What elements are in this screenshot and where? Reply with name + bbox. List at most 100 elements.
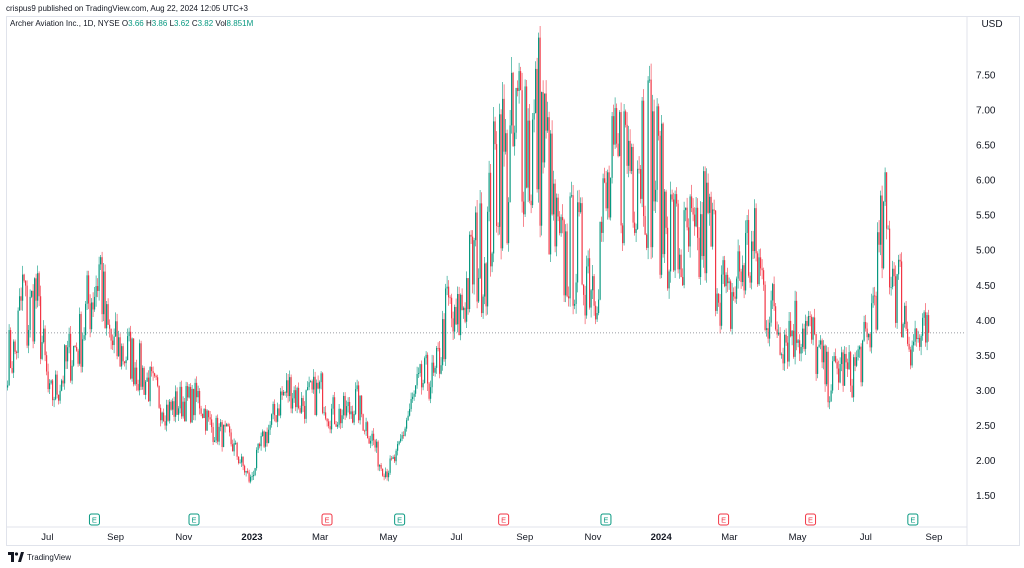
candle-body — [664, 191, 666, 255]
candle-body — [878, 232, 880, 245]
candle-body — [185, 386, 187, 422]
candle-body — [154, 373, 156, 376]
time-tick-label: 2023 — [241, 532, 262, 543]
candle — [721, 265, 723, 330]
candle-body — [122, 346, 124, 362]
candle-body — [295, 390, 297, 408]
candle — [470, 230, 472, 244]
candle-body — [430, 387, 432, 399]
candle — [911, 340, 913, 368]
candle — [886, 172, 888, 240]
candle — [712, 202, 714, 250]
currency-label[interactable]: USD — [981, 19, 1003, 30]
candle-body — [814, 317, 816, 335]
candle-body — [484, 263, 486, 297]
candle-body — [560, 217, 562, 234]
candle-body — [10, 330, 12, 368]
candle — [635, 223, 637, 242]
earnings-marker-box — [600, 513, 612, 526]
candle — [376, 438, 378, 453]
price-tick-label: 7.50 — [976, 71, 996, 82]
candle-body — [163, 412, 165, 422]
price-tick-label: 2.00 — [976, 456, 996, 467]
candle — [242, 456, 244, 471]
candle-body — [532, 119, 534, 206]
candle — [724, 255, 726, 288]
candle — [130, 325, 132, 380]
candle — [859, 345, 861, 358]
candle-body — [208, 410, 210, 418]
candle — [629, 129, 631, 174]
candle-body — [464, 307, 466, 322]
candle-body — [448, 286, 450, 298]
candle — [176, 387, 178, 415]
candle-body — [287, 380, 289, 397]
candle — [662, 122, 664, 258]
candle — [35, 273, 37, 309]
candle — [533, 99, 535, 133]
candle-body — [655, 189, 657, 202]
candle — [442, 310, 444, 371]
candle-body — [592, 276, 594, 291]
candle-body — [316, 382, 318, 416]
candle-body — [41, 342, 43, 359]
candle-body — [364, 430, 366, 432]
price-axis[interactable]: 1.50 2.00 2.50 3.00 3.50 4.00 4.50 5.00 5.50 6.00… — [976, 71, 996, 502]
candle-body — [745, 232, 747, 291]
candle — [520, 66, 522, 91]
candle — [292, 393, 294, 414]
candle — [575, 273, 577, 314]
candle-body — [677, 203, 679, 270]
candle-body — [494, 121, 496, 145]
candle — [190, 383, 192, 424]
candle — [188, 384, 190, 399]
candle — [140, 340, 142, 391]
candle-body — [658, 106, 660, 136]
candle — [631, 143, 633, 175]
time-axis[interactable]: Jul Sep Nov 2023 Mar May Jul Sep Nov 2024 Mar May Ju… — [41, 532, 942, 543]
candle — [281, 386, 283, 400]
candle — [391, 456, 393, 461]
candle — [643, 89, 645, 227]
candle-body — [748, 220, 750, 276]
candle — [761, 259, 763, 280]
candle — [415, 385, 417, 397]
candle — [412, 392, 414, 403]
chart-frame[interactable] — [6, 16, 1020, 546]
candle-body — [604, 178, 606, 183]
candle — [893, 262, 895, 287]
candle-body — [910, 349, 912, 366]
candle-body — [442, 319, 444, 366]
candle-body — [590, 290, 592, 308]
candle — [845, 347, 847, 369]
candle — [124, 361, 126, 367]
candle — [725, 272, 727, 294]
candle-body — [608, 172, 610, 218]
candle-body — [596, 313, 598, 320]
candle-body — [913, 341, 915, 346]
candle-body — [280, 391, 282, 416]
candle — [403, 431, 405, 439]
candle-body — [791, 330, 793, 337]
candle-body — [625, 111, 627, 125]
candle — [512, 71, 514, 147]
candle-body — [55, 374, 57, 400]
tradingview-logo[interactable]: TradingView — [8, 552, 71, 562]
candle-body — [580, 203, 582, 213]
candle — [14, 339, 16, 355]
candle — [568, 286, 570, 307]
candle-body — [101, 257, 103, 315]
candle-body — [508, 202, 510, 244]
candle-body — [481, 203, 483, 314]
candle — [434, 365, 436, 377]
candle — [340, 408, 342, 430]
candle — [77, 348, 79, 367]
candle-body — [728, 281, 730, 284]
candle — [599, 221, 601, 301]
candle — [152, 366, 154, 381]
candle — [19, 288, 21, 311]
candle-body — [391, 458, 393, 460]
candle — [455, 298, 457, 325]
candle — [446, 275, 448, 296]
